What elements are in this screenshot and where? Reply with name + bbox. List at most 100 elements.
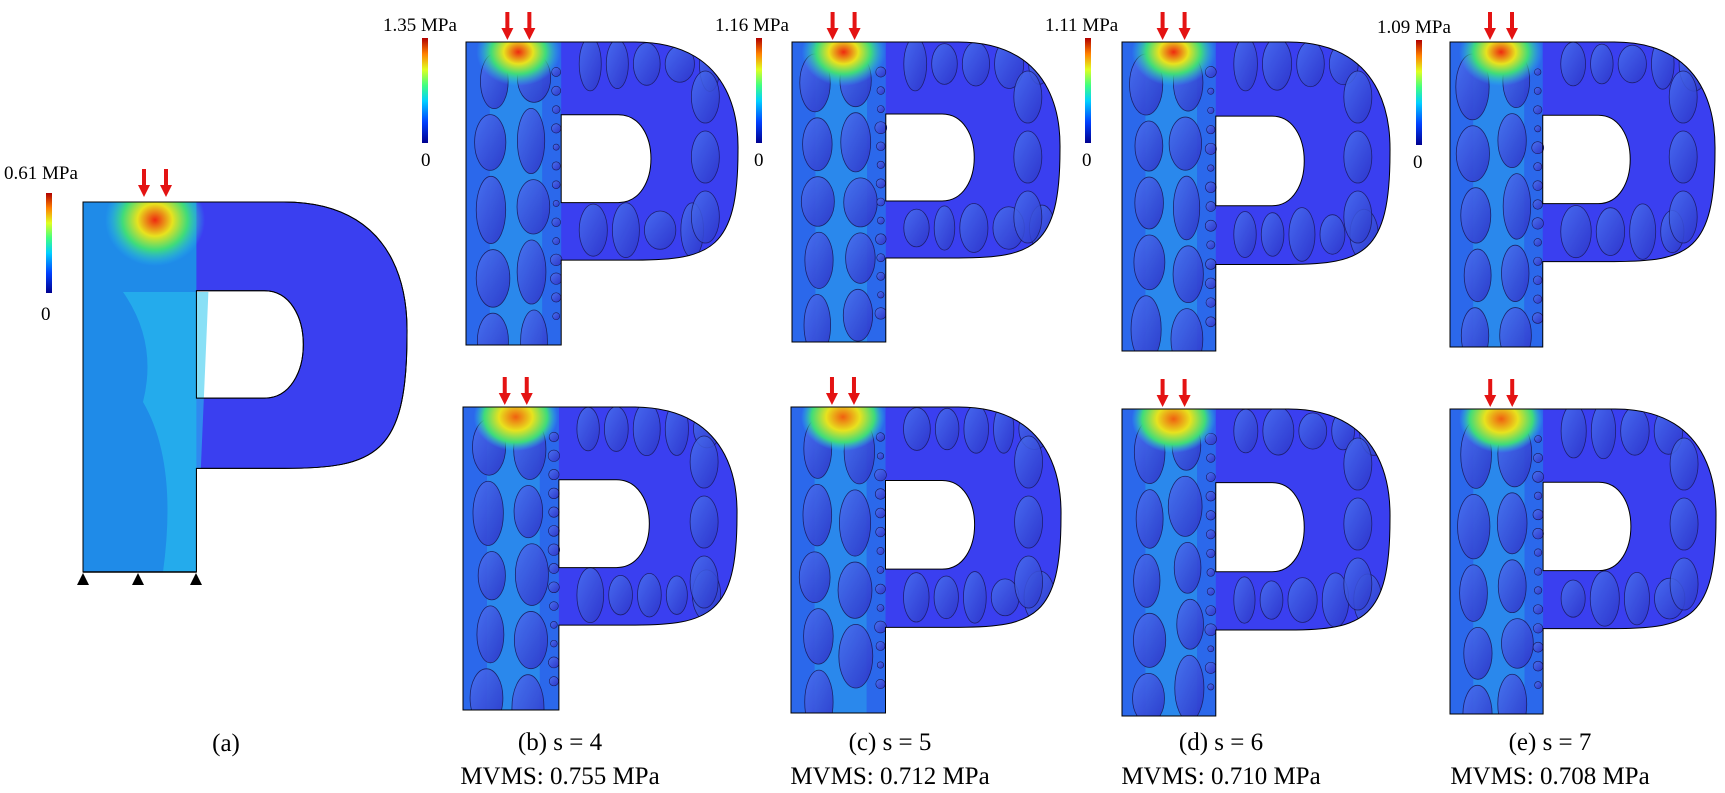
cell-e-bowl-0-2 [1617,44,1647,84]
pore-c-4 [876,141,886,151]
p-outline-c [791,41,1061,343]
load-arrow-head-a-2 [160,185,172,197]
cell-e-stem-0-1 [1455,125,1490,183]
cell-b2-bowl-1-0 [576,567,605,624]
cell-b2-stem-1-1 [513,485,544,539]
pore-c2-13 [875,679,886,689]
cell-d-right-0 [1343,70,1373,124]
pore-b2-12 [548,656,560,669]
pore-d-5 [1207,164,1215,172]
cell-c-stem-1-2 [843,177,878,228]
pore-c2-6 [876,547,885,555]
pore-b-3 [551,123,562,134]
pore-c-12 [877,291,885,299]
cell-b2-right-0 [689,435,719,489]
pore-d2-7 [1206,568,1215,577]
cell-e-stem-1-2 [1502,173,1532,240]
cell-d-stem-0-3 [1133,234,1166,291]
pore-e2-8 [1534,586,1543,595]
pore-c2-1 [876,452,885,460]
cell-b-stem-1-4 [520,309,548,345]
legend-min-e: 0 [1413,152,1423,173]
cell-d2-right-0 [1343,437,1373,491]
p-outline-e [1449,41,1716,348]
pore-c-10 [876,253,886,263]
pore-d-2 [1207,106,1215,114]
pore-b-11 [550,272,563,285]
panel-a [77,201,408,585]
colorbar-a [46,193,52,293]
cell-c-bowl-1-1 [933,205,956,251]
load-arrows-b [501,12,536,40]
pore-d-7 [1205,201,1217,212]
cell-e-right-1 [1668,130,1698,184]
pore-d-9 [1206,240,1216,250]
cell-c-bowl-0-2 [961,42,990,87]
cell-b-stem-1-3 [516,239,547,305]
load-arrow-head-e-2 [1506,28,1519,40]
cell-d-stem-0-2 [1134,176,1164,230]
cell-e2-bowl-0-2 [1620,409,1650,456]
cell-e2-stem-0-4 [1462,684,1493,714]
pore-b2-1 [547,449,560,462]
cell-b-stem-0-4 [476,312,509,345]
cell-b-stem-0-2 [475,175,507,244]
cell-e2-stem-0-2 [1459,564,1488,622]
cell-b2-stem-1-4 [511,674,545,710]
cell-c2-stem-0-2 [798,551,831,604]
cell-e2-bowl-1-2 [1623,571,1650,626]
cell-c2-stem-0-1 [802,484,833,547]
cell-e2-stem-1-3 [1501,618,1534,669]
pore-d-3 [1206,125,1216,135]
legend-min-c: 0 [754,150,764,171]
cell-d2-bowl-1-0 [1233,576,1256,624]
cell-d2-stem-1-4 [1174,654,1205,716]
cell-e-bowl-1-0 [1560,205,1592,259]
pore-c-1 [876,86,885,95]
stress-hotspot-b2 [473,407,558,451]
load-arrow-head-b-2 [523,28,536,40]
pore-d-8 [1204,219,1217,232]
cell-b-bowl-0-3 [664,45,695,83]
cell-c2-stem-0-4 [804,669,834,713]
pore-c-8 [877,216,885,225]
pore-e-7 [1532,199,1543,210]
pore-d-12 [1205,297,1216,308]
cell-b2-bowl-1-1 [608,574,633,616]
panel-d2 [1121,408,1391,717]
p-outline-d2 [1121,408,1391,717]
pore-b2-9 [549,601,559,611]
legend-max-d: 1.11 MPa [1045,15,1119,36]
cell-c2-right-1 [1014,495,1043,549]
cell-c2-right-0 [1014,435,1043,489]
cell-c-stem-0-4 [803,294,832,342]
cell-b-stem-0-3 [475,249,511,308]
cell-b2-bowl-0-3 [664,407,689,456]
legend-max-c: 1.16 MPa [715,15,789,36]
load-arrows-c [826,12,861,40]
cell-d2-bowl-1-2 [1287,577,1318,623]
legend-min-d: 0 [1082,150,1092,171]
pore-c2-12 [876,661,885,669]
mvms-b: MVMS: 0.755 MPa [460,763,660,790]
cell-c-right-0 [1013,70,1043,124]
pore-e2-9 [1533,604,1544,615]
cell-b-bowl-0-1 [605,42,629,89]
cell-e-stem-0-2 [1460,187,1492,244]
cell-d-bowl-1-0 [1233,211,1257,258]
pore-d-4 [1204,142,1217,155]
load-arrows-e2 [1484,379,1519,407]
p-outline-e2 [1449,408,1717,715]
pore-b-12 [551,292,562,303]
cell-d-stem-1-3 [1172,245,1204,304]
cell-e-right-2 [1668,190,1698,244]
load-arrows-b2 [498,377,533,405]
cell-d2-stem-0-1 [1135,489,1164,549]
cell-d-stem-0-4 [1130,295,1162,351]
pore-b-6 [551,180,561,189]
cell-d2-bowl-0-0 [1233,409,1259,454]
caption-d: (d) s = 6 [1178,729,1264,756]
pore-b2-8 [548,581,560,593]
pore-b2-3 [548,487,560,499]
cell-e-bowl-0-1 [1590,43,1614,85]
